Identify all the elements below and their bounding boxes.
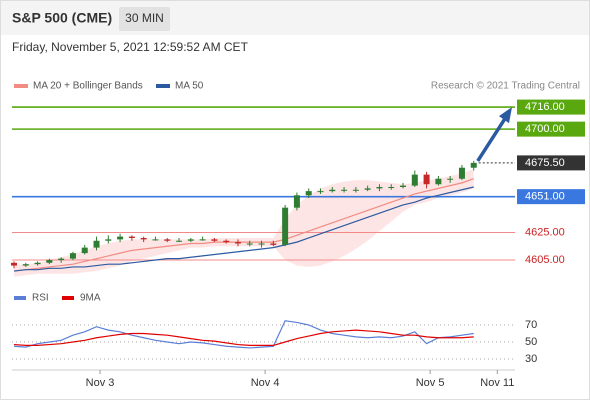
candle-body: [470, 162, 477, 168]
bollinger-band: [179, 239, 191, 251]
candle-body: [341, 189, 348, 191]
candle-body: [376, 187, 383, 189]
candle-body: [411, 174, 418, 186]
candle-body: [317, 191, 324, 193]
y-tick-label: 70: [525, 319, 537, 331]
bollinger-band: [344, 180, 356, 256]
candle-body: [11, 262, 17, 266]
x-tick-label: Nov 11: [480, 377, 514, 389]
rsi-ma-line: [13, 329, 474, 346]
interval: 30 MIN: [125, 11, 164, 25]
candle-body: [352, 189, 359, 191]
candle-body: [152, 239, 159, 241]
candle-body: [199, 239, 206, 241]
rsi-line: [13, 320, 474, 349]
bollinger-band: [367, 180, 380, 241]
candle-body: [46, 260, 53, 263]
candle-body: [117, 236, 124, 240]
title: S&P 500 (CME): [12, 10, 112, 26]
level-label: 4716.00: [525, 101, 565, 113]
bollinger-band: [155, 239, 168, 256]
candle-body: [423, 174, 430, 185]
candle-body: [305, 191, 312, 196]
y-tick-label: 50: [525, 336, 537, 348]
candle-body: [258, 243, 265, 245]
candle-body: [81, 247, 88, 254]
ma50-line: [13, 186, 474, 272]
candle-body: [128, 236, 135, 238]
candle-body: [93, 240, 100, 248]
level-label: 4651.00: [525, 191, 565, 203]
timestamp: Friday, November 5, 2021 12:59:52 AM CET: [12, 40, 249, 54]
interval-badge: [119, 7, 170, 31]
bollinger-band: [308, 188, 321, 267]
level-label: 4700.00: [525, 123, 565, 135]
candle-body: [293, 195, 300, 208]
candle-body: [364, 188, 371, 190]
candle-body: [176, 240, 183, 242]
candle-body: [22, 264, 29, 266]
bollinger-band: [167, 239, 180, 254]
candle-body: [246, 243, 253, 245]
credit: Research © 2021 Trading Central: [431, 81, 580, 92]
candle-body: [58, 258, 65, 261]
candle-body: [211, 239, 218, 241]
bollinger-band: [143, 239, 156, 259]
candle-body: [164, 239, 171, 241]
x-tick-label: Nov 5: [416, 377, 445, 389]
candle-body: [69, 253, 76, 259]
level-label: 4625.00: [525, 226, 565, 238]
bollinger-band: [120, 239, 132, 266]
candle-body: [187, 239, 194, 241]
level-label: 4605.00: [525, 254, 565, 266]
candle-body: [329, 189, 336, 192]
bollinger-band: [379, 181, 392, 232]
bollinger-band: [296, 195, 309, 267]
level-label-box: [517, 155, 585, 171]
legend-label: MA 50: [175, 81, 204, 92]
projection-arrow: [476, 116, 508, 162]
legend-label: RSI: [32, 293, 49, 304]
level-label-box: [517, 189, 585, 205]
candle-body: [34, 262, 41, 265]
legend-label: 9MA: [80, 293, 101, 304]
candle-body: [435, 178, 442, 185]
ma20-line: [13, 178, 474, 272]
candle-body: [223, 240, 230, 243]
candle-body: [447, 178, 454, 180]
bollinger-band: [391, 182, 404, 222]
candle-body: [234, 242, 241, 244]
bollinger-band: [332, 181, 345, 262]
candle-body: [388, 187, 395, 189]
candle-body: [140, 237, 147, 240]
candle-body: [400, 185, 407, 188]
candle-body: [270, 243, 277, 245]
x-tick-label: Nov 3: [86, 377, 115, 389]
candle-body: [105, 239, 112, 241]
y-tick-label: 30: [525, 353, 537, 365]
candle-body: [458, 167, 465, 179]
level-label: 4675.50: [525, 157, 565, 169]
header-bar: [1, 1, 589, 35]
projection-arrowhead: [499, 107, 512, 124]
candle-body: [282, 207, 289, 245]
level-label-box: [517, 121, 585, 137]
x-tick-label: Nov 4: [251, 377, 280, 389]
level-label-box: [517, 99, 585, 115]
bollinger-band: [131, 239, 144, 262]
legend-label: MA 20 + Bollinger Bands: [33, 81, 143, 92]
